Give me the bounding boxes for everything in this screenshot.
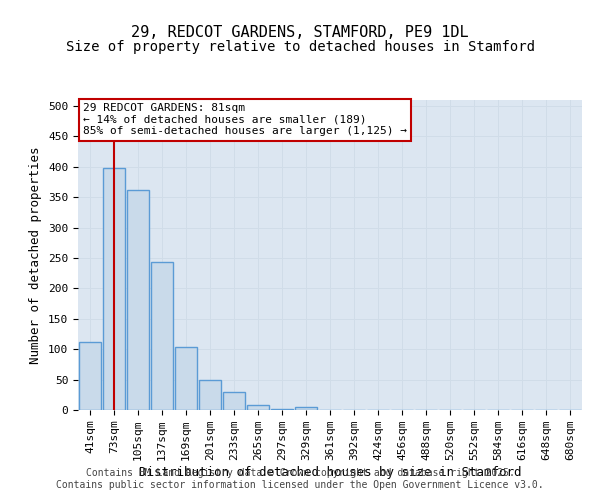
Bar <box>271 409 293 410</box>
Text: 29 REDCOT GARDENS: 81sqm
← 14% of detached houses are smaller (189)
85% of semi-: 29 REDCOT GARDENS: 81sqm ← 14% of detach… <box>83 103 407 136</box>
Bar <box>127 190 149 410</box>
Bar <box>151 262 173 410</box>
Y-axis label: Number of detached properties: Number of detached properties <box>29 146 43 364</box>
Bar <box>247 405 269 410</box>
Bar <box>79 342 101 410</box>
Text: 29, REDCOT GARDENS, STAMFORD, PE9 1DL: 29, REDCOT GARDENS, STAMFORD, PE9 1DL <box>131 25 469 40</box>
Bar <box>223 392 245 410</box>
Text: Contains HM Land Registry data © Crown copyright and database right 2025.
Contai: Contains HM Land Registry data © Crown c… <box>56 468 544 490</box>
Bar <box>295 407 317 410</box>
Bar <box>199 380 221 410</box>
Bar <box>103 168 125 410</box>
X-axis label: Distribution of detached houses by size in Stamford: Distribution of detached houses by size … <box>139 466 521 479</box>
Text: Size of property relative to detached houses in Stamford: Size of property relative to detached ho… <box>65 40 535 54</box>
Bar <box>175 347 197 410</box>
